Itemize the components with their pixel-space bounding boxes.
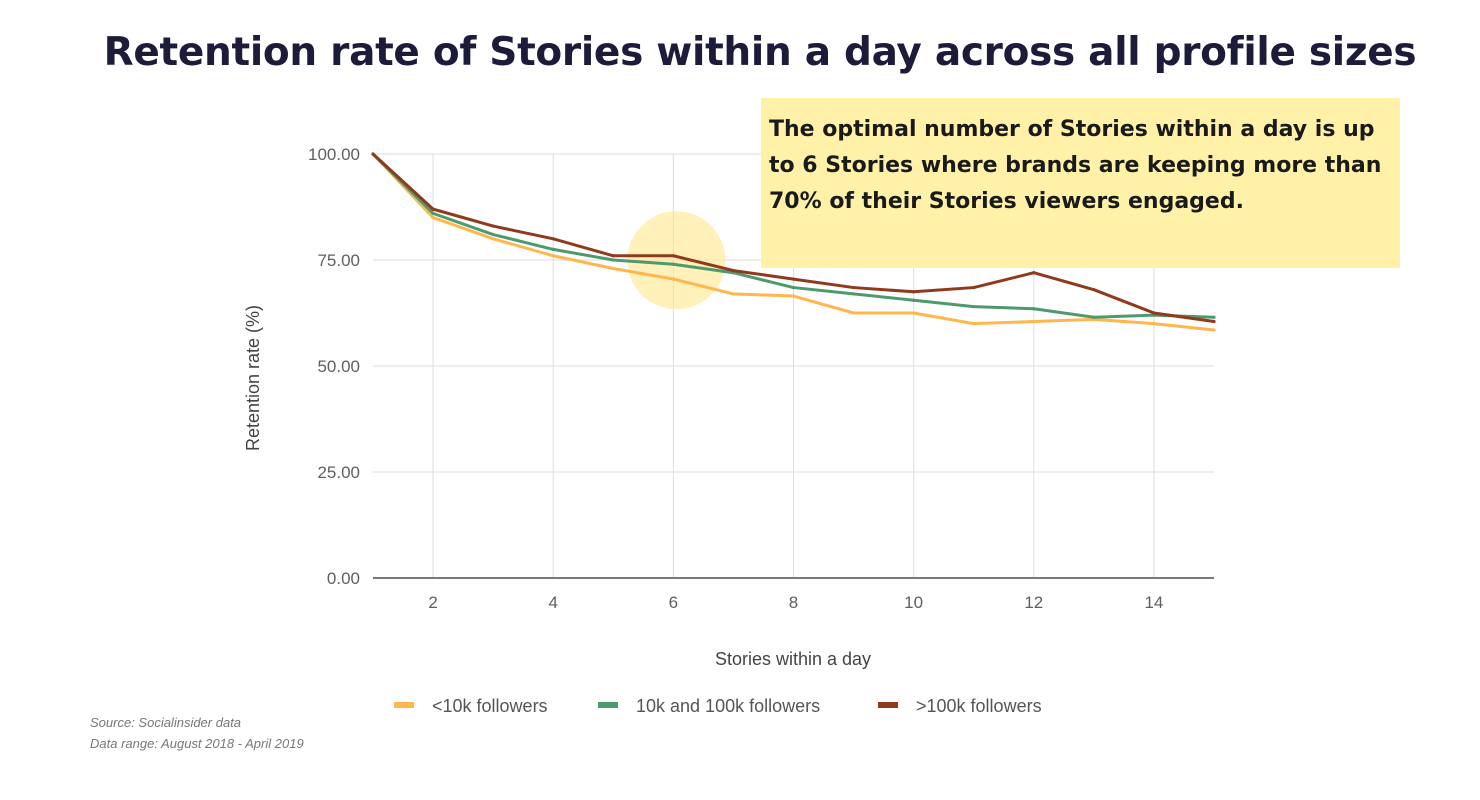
legend-swatch — [394, 702, 414, 708]
data-point — [1212, 319, 1216, 324]
data-point — [972, 305, 976, 309]
callout-text-end: where brands are keeping more than 70% o… — [769, 153, 1382, 214]
data-point — [912, 298, 916, 302]
data-point — [791, 277, 796, 281]
data-point — [731, 292, 736, 296]
callout-highlight: 6 Stories — [802, 153, 914, 178]
data-range-line: Data range: August 2018 - April 2019 — [90, 736, 304, 751]
x-tick-label: 14 — [1144, 593, 1163, 612]
insight-callout: The optimal number of Stories within a d… — [761, 98, 1400, 268]
data-point — [491, 232, 495, 237]
data-point — [611, 266, 615, 271]
data-point — [671, 254, 675, 258]
data-point — [1032, 271, 1036, 275]
y-tick-label: 100.00 — [308, 145, 360, 164]
y-tick-label: 0.00 — [327, 569, 360, 588]
data-point — [671, 277, 675, 281]
y-tick-label: 25.00 — [317, 463, 360, 482]
data-point — [431, 211, 435, 215]
data-point — [1032, 319, 1036, 324]
data-point — [551, 247, 555, 251]
highlight-circle — [627, 211, 726, 310]
legend-label: <10k followers — [432, 696, 548, 716]
y-axis-title: Retention rate (%) — [243, 305, 263, 451]
highlight-layer — [627, 211, 726, 310]
data-point — [972, 322, 976, 326]
data-point — [791, 294, 796, 298]
x-tick-label: 12 — [1024, 593, 1043, 612]
data-point — [611, 254, 615, 258]
data-point — [1152, 322, 1156, 326]
data-point — [912, 311, 916, 315]
data-point — [1092, 288, 1096, 292]
x-tick-label: 6 — [669, 593, 678, 612]
data-point — [611, 258, 615, 262]
data-point — [1092, 315, 1096, 319]
data-point — [851, 311, 856, 315]
data-point — [1212, 328, 1216, 332]
y-tick-label: 50.00 — [317, 357, 360, 376]
data-point — [912, 290, 916, 294]
data-point — [791, 285, 796, 290]
chart-axes: 0.00 25.00 50.00 75.00 100.00 2 4 6 8 10 12 14 — [308, 145, 1214, 612]
data-point — [851, 285, 856, 290]
data-point — [491, 237, 495, 241]
data-point — [431, 207, 435, 211]
page-title: Retention rate of Stories within a day a… — [103, 30, 1417, 75]
data-point — [431, 216, 435, 220]
data-point — [551, 237, 555, 241]
data-point — [1152, 311, 1156, 315]
legend-label: >100k followers — [916, 696, 1042, 716]
x-tick-label: 4 — [548, 593, 557, 612]
chart-legend: <10k followers 10k and 100k followers >100… — [394, 696, 1042, 716]
callout-text-start: The optimal number of Stories within a d… — [769, 117, 1375, 178]
data-point — [731, 269, 736, 273]
data-point — [1212, 315, 1216, 319]
data-point — [551, 254, 555, 258]
source-line: Source: Socialinsider data — [90, 715, 242, 730]
x-tick-label: 8 — [789, 593, 798, 612]
data-point — [491, 224, 495, 228]
data-point — [371, 152, 375, 156]
x-axis-title: Stories within a day — [715, 649, 871, 669]
legend-label: 10k and 100k followers — [636, 696, 820, 716]
legend-swatch — [878, 702, 898, 708]
data-point — [1032, 307, 1036, 311]
data-point — [851, 292, 856, 296]
data-point — [671, 262, 675, 266]
y-tick-label: 75.00 — [317, 251, 360, 270]
legend-swatch — [598, 702, 618, 708]
series-lines — [371, 152, 1216, 332]
source-note: Source: Socialinsider data Data range: A… — [90, 712, 304, 754]
x-tick-label: 2 — [428, 593, 437, 612]
data-point — [972, 285, 976, 290]
x-tick-label: 10 — [904, 593, 923, 612]
